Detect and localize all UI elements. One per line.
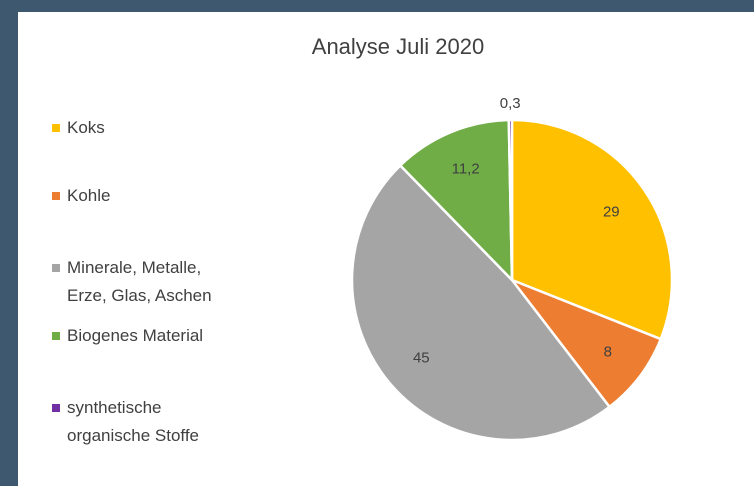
legend-label: Koks bbox=[67, 118, 105, 137]
data-label: 29 bbox=[603, 204, 620, 221]
legend-item: Koks bbox=[52, 114, 237, 142]
pie-slice bbox=[398, 118, 514, 284]
data-label: 8 bbox=[604, 343, 612, 360]
pie-slice bbox=[507, 118, 514, 281]
data-label: 11,2 bbox=[452, 160, 480, 177]
legend-label: Biogenes Material bbox=[67, 326, 204, 345]
legend-item: Minerale, Metalle, Erze, Glas, Aschen bbox=[52, 254, 237, 310]
legend-label: Minerale, Metalle, Erze, Glas, Aschen bbox=[67, 258, 212, 305]
chart-title: Analyse Juli 2020 bbox=[312, 34, 484, 59]
legend-swatch bbox=[52, 192, 60, 200]
legend-label: Kohle bbox=[67, 186, 111, 205]
legend-swatch bbox=[52, 264, 60, 272]
legend-swatch bbox=[52, 124, 60, 132]
legend-swatch bbox=[52, 332, 60, 340]
chart-panel: Analyse Juli 2020 29 8 45 11,2 0,3 Koks Kohle… bbox=[18, 12, 754, 486]
data-label: 0,3 bbox=[500, 95, 521, 112]
legend-item: Biogenes Material bbox=[52, 322, 237, 350]
chart: Analyse Juli 2020 29 8 45 11,2 0,3 bbox=[312, 34, 674, 442]
legend-label: synthetische organische Stoffe bbox=[67, 398, 199, 445]
legend-swatch bbox=[52, 404, 60, 412]
pie-slice bbox=[508, 277, 663, 409]
legend-item: synthetische organische Stoffe bbox=[52, 394, 237, 450]
legend-item: Kohle bbox=[52, 182, 237, 210]
pie-slice bbox=[510, 118, 674, 341]
data-label: 45 bbox=[413, 350, 430, 367]
pie-slice bbox=[350, 163, 612, 442]
